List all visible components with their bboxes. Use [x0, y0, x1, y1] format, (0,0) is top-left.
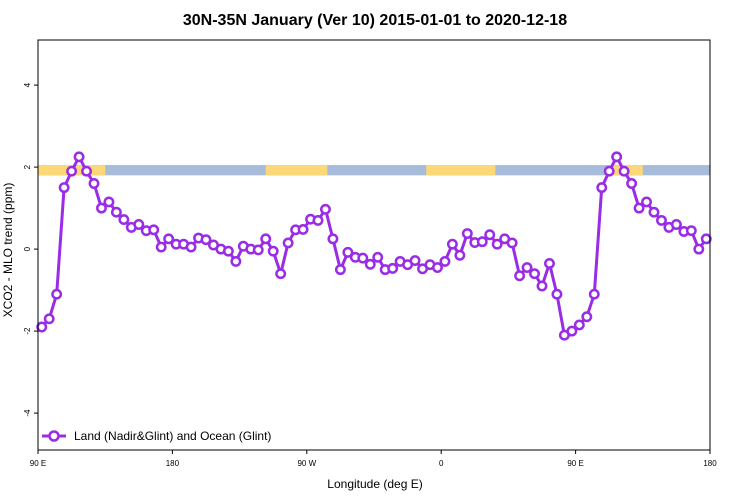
- data-point: [342, 246, 354, 258]
- data-point: [297, 223, 309, 235]
- x-tick-label: 0: [439, 459, 444, 468]
- data-point: [252, 244, 264, 256]
- data-point: [118, 214, 130, 226]
- x-axis-label: Longitude (deg E): [327, 477, 422, 491]
- x-tick-label: 90 E: [567, 459, 583, 468]
- data-point: [521, 262, 533, 273]
- data-point: [155, 241, 167, 253]
- data-point: [312, 214, 324, 226]
- data-point: [641, 196, 652, 208]
- data-point: [491, 238, 503, 250]
- x-tick-label: 180: [703, 459, 717, 468]
- data-point: [648, 206, 660, 218]
- data-point: [670, 219, 682, 230]
- data-point: [387, 262, 399, 274]
- data-point: [476, 236, 488, 248]
- legend-entry-label: Land (Nadir&Glint) and Ocean (Glint): [74, 429, 271, 443]
- x-tick-label: 90 W: [297, 459, 316, 468]
- data-point: [222, 245, 234, 257]
- data-point: [529, 268, 540, 280]
- x-tick-label: 180: [166, 459, 180, 468]
- data-point: [103, 196, 115, 208]
- data-point: [454, 249, 466, 261]
- data-point: [626, 178, 638, 189]
- data-point: [484, 229, 496, 241]
- data-point: [185, 241, 197, 253]
- data-point: [581, 311, 593, 323]
- y-tick-label: 0: [23, 246, 32, 251]
- data-point: [58, 182, 70, 194]
- data-point: [446, 238, 458, 250]
- data-point: [372, 251, 384, 263]
- data-point: [588, 288, 600, 300]
- data-point: [73, 151, 85, 163]
- data-point: [596, 182, 608, 194]
- y-tick-label: -4: [23, 409, 32, 417]
- data-point: [693, 243, 705, 255]
- data-point: [409, 255, 421, 267]
- data-point: [66, 165, 78, 177]
- y-tick-label: 2: [23, 164, 32, 169]
- data-point: [506, 237, 518, 249]
- data-point: [260, 233, 272, 245]
- y-tick-label: 4: [23, 82, 32, 87]
- x-tick-label: 90 E: [30, 459, 46, 468]
- plot-frame: [37, 39, 711, 451]
- data-point: [267, 245, 279, 257]
- data-point: [432, 262, 443, 273]
- data-point: [364, 258, 376, 270]
- chart-title: 30N-35N January (Ver 10) 2015-01-01 to 2…: [183, 12, 567, 29]
- data-point: [536, 280, 548, 292]
- series-layer: [36, 151, 712, 341]
- data-point: [163, 233, 175, 245]
- y-axis: -4 -2 0 2 4: [23, 82, 38, 417]
- data-point: [133, 219, 145, 230]
- data-point: [357, 252, 369, 264]
- data-point: [200, 234, 212, 246]
- data-point: [618, 165, 630, 177]
- y-axis-label: XCO2 - MLO trend (ppm): [1, 183, 15, 318]
- data-point: [633, 202, 645, 214]
- land-band-segment: [426, 165, 496, 176]
- data-point: [700, 233, 712, 245]
- data-point: [685, 225, 697, 237]
- data-point: [88, 178, 100, 189]
- data-point: [275, 268, 287, 280]
- data-point: [110, 206, 122, 218]
- data-point: [551, 288, 563, 300]
- data-point: [656, 214, 667, 226]
- data-point: [327, 233, 339, 245]
- legend-marker-swatch: [48, 430, 60, 442]
- x-axis: 90 E 180 90 W 0 90 E 180: [30, 450, 717, 468]
- y-tick-label: -2: [23, 327, 32, 335]
- data-point: [603, 165, 615, 177]
- data-point: [514, 270, 526, 282]
- data-point: [282, 237, 294, 249]
- data-point: [334, 264, 346, 276]
- data-point: [320, 203, 331, 215]
- data-point: [230, 255, 242, 267]
- data-point: [544, 258, 555, 269]
- data-point: [96, 202, 107, 214]
- data-point: [81, 165, 92, 177]
- data-point: [566, 325, 578, 337]
- data-point: [461, 228, 473, 239]
- data-point: [43, 313, 55, 325]
- legend: Land (Nadir&Glint) and Ocean (Glint): [42, 429, 271, 443]
- data-point: [611, 151, 623, 163]
- data-point: [36, 321, 48, 333]
- data-point: [573, 319, 585, 331]
- ocean-band: [38, 165, 710, 176]
- data-point: [148, 224, 160, 236]
- land-band-segment: [265, 165, 328, 176]
- data-point: [51, 288, 63, 300]
- data-point: [439, 255, 451, 267]
